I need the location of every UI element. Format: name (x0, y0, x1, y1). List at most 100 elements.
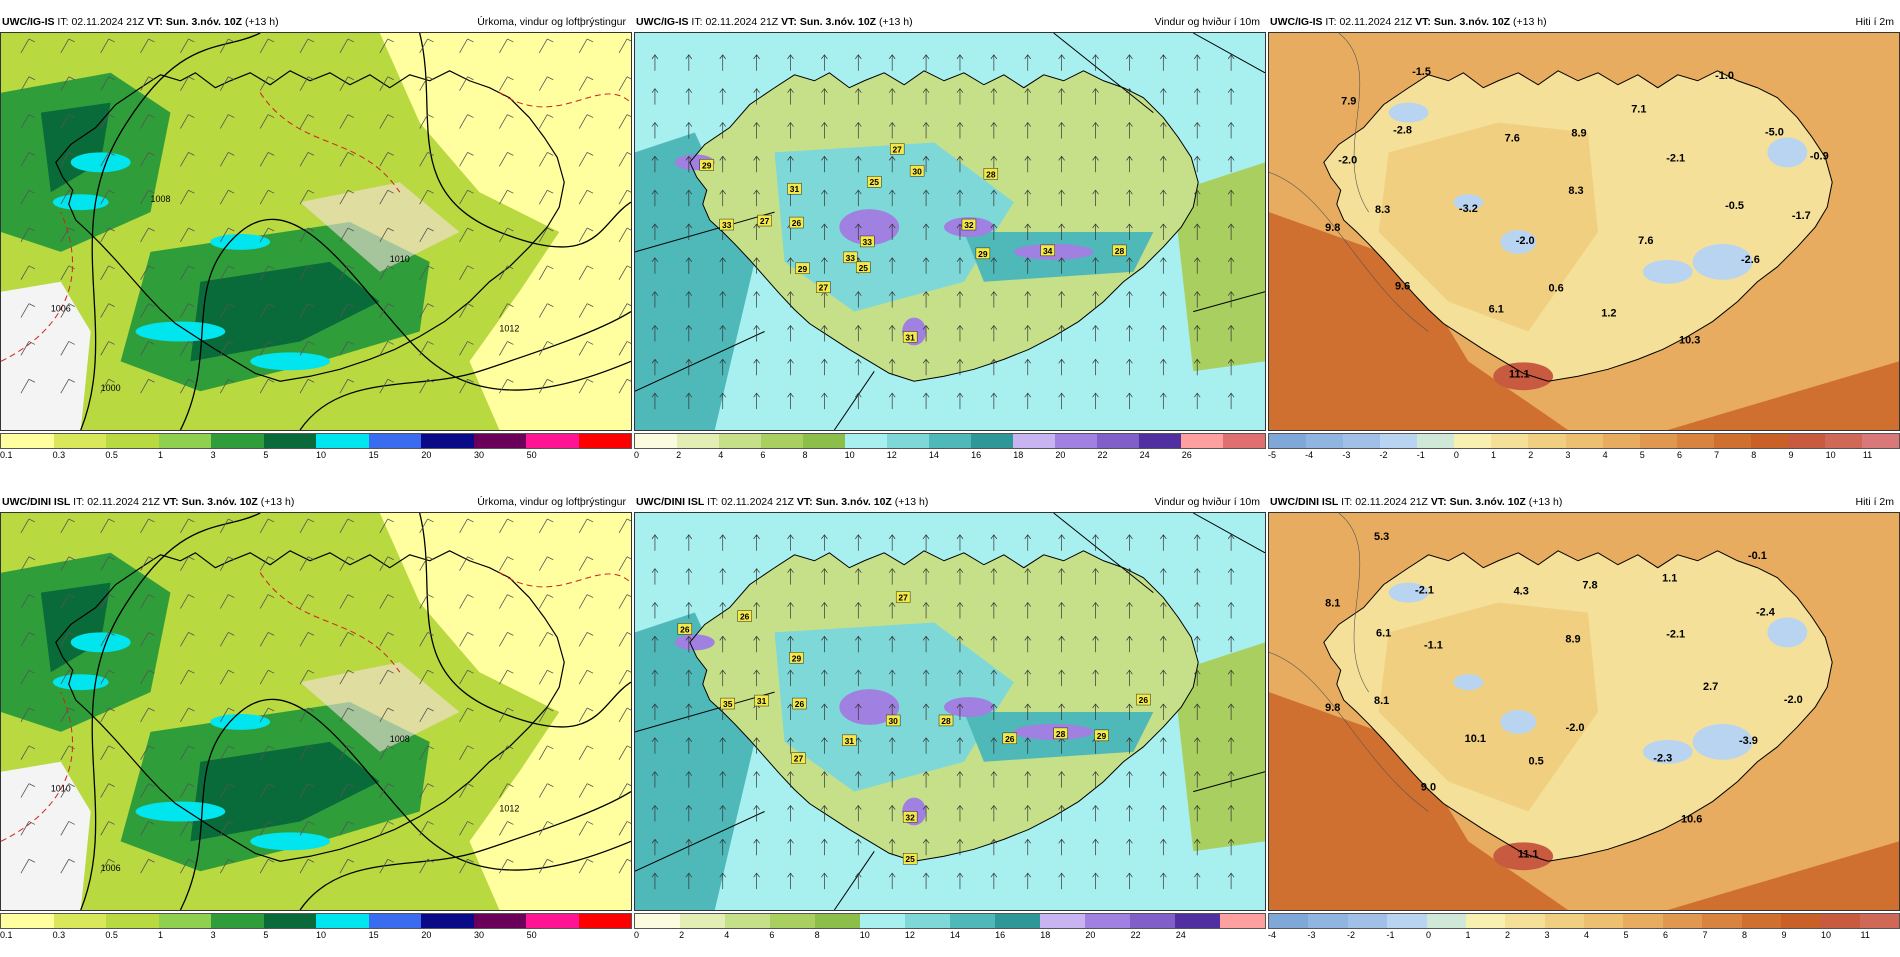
colorbar: 0 2 4 6 8 10 12 14 16 18 20 22 24 26 (634, 433, 1266, 463)
forecast-map: 27 26 26 29 35 31 26 30 28 26 31 26 28 29 27 32 25 (634, 512, 1266, 911)
gust-label: 26 (789, 216, 804, 229)
colorbar-tick-label: 22 (1130, 930, 1141, 940)
svg-text:28: 28 (1115, 246, 1125, 256)
svg-text:33: 33 (722, 220, 732, 230)
isobar-label: 1006 (51, 304, 71, 314)
vt-value: Sun. 3.nóv. 10Z (165, 16, 243, 28)
colorbar-ticks: -4-3-2-10123456789101112 (1268, 930, 1900, 942)
colorbar-tick-label: 18 (1013, 450, 1024, 460)
product-title: Vindur og hviður í 10m (1154, 496, 1260, 508)
colorbar-swatch (677, 434, 719, 448)
it-value: 02.11.2024 21Z (721, 496, 794, 508)
lead-time: (+13 h) (1513, 16, 1547, 28)
lead-time: (+13 h) (260, 496, 295, 508)
colorbar-tick-label: 30 (474, 450, 485, 460)
model-name: UWC/IG-IS (636, 16, 689, 28)
vt-value: Sun. 3.nóv. 10Z (181, 496, 258, 508)
vt-value: Sun. 3.nóv. 10Z (1449, 496, 1526, 508)
colorbar-tick-label: 1 (158, 930, 164, 940)
colorbar-swatch (1139, 434, 1181, 448)
isobar-label: 1008 (390, 734, 410, 744)
forecast-map: 1012 1010 1008 1006 (0, 512, 632, 911)
gust-label: 27 (889, 143, 905, 155)
colorbar-swatch (761, 434, 803, 448)
temp-label: -5.0 (1765, 126, 1784, 138)
vt-label: VT: (781, 16, 797, 28)
temp-label: 7.6 (1505, 132, 1520, 144)
colorbar-swatch (263, 914, 316, 928)
forecast-map: 29 27 30 28 25 31 26 27 33 32 33 33 29 34 28 29 27 25 31 (634, 32, 1266, 431)
vt-label: VT: (162, 496, 179, 508)
temp-label: -1.0 (1715, 70, 1734, 82)
colorbar: 0.1 0.3 0.5 1 3 5 10 15 20 30 50 (0, 433, 632, 463)
gust-label: 29 (1094, 729, 1109, 742)
it-label: IT: (1325, 16, 1337, 28)
colorbar-swatches (0, 433, 632, 449)
svg-text:33: 33 (846, 253, 856, 263)
colorbar-swatch (803, 434, 845, 448)
colorbar-swatch (887, 434, 929, 448)
gust-label: 30 (886, 714, 901, 727)
colorbar-tick-label: 20 (421, 450, 432, 460)
colorbar-swatch (1602, 434, 1640, 448)
colorbar-swatch (1565, 434, 1603, 448)
colorbar-tick-label: 26 (1181, 450, 1192, 460)
colorbar-swatch (1780, 914, 1821, 928)
colorbar-tick-label: 11 (1862, 450, 1873, 460)
colorbar-tick-label: 11 (1860, 930, 1870, 940)
colorbar-tick-label: 1 (158, 450, 164, 460)
colorbar-tick-label: 10 (859, 930, 870, 940)
colorbar-swatch (1639, 434, 1677, 448)
svg-text:35: 35 (723, 699, 733, 709)
temp-label: 1.2 (1601, 308, 1616, 320)
panel-igis-wind: UWC/IG-IS IT: 02.11.2024 21Z VT: Sun. 3.… (634, 14, 1266, 477)
gust-label: 26 (1136, 693, 1151, 706)
colorbar: -4-3-2-10123456789101112 (1268, 913, 1900, 943)
it-label: IT: (691, 16, 703, 28)
temp-label: 8.9 (1565, 633, 1580, 645)
colorbar-tick-label: 2 (679, 930, 685, 940)
temp-label: 9.8 (1325, 222, 1340, 234)
colorbar-swatch (1662, 914, 1703, 928)
temp-label: 11.1 (1509, 368, 1530, 380)
colorbar-tick-label: 2 (1528, 450, 1534, 460)
temp-label: -0.9 (1810, 150, 1829, 162)
colorbar-tick-label: 0.1 (0, 450, 13, 460)
it-value: 02.11.2024 21Z (705, 16, 779, 28)
svg-text:27: 27 (898, 593, 908, 603)
svg-text:28: 28 (986, 169, 996, 179)
gust-label: 31 (902, 331, 918, 343)
colorbar-swatch (1055, 434, 1097, 448)
colorbar-tick-label: 6 (760, 450, 766, 460)
temp-label: -2.1 (1415, 585, 1434, 597)
it-value: 02.11.2024 21Z (71, 16, 145, 28)
colorbar-tick-label: 4 (1602, 450, 1608, 460)
colorbar-swatch (1130, 914, 1175, 928)
colorbar-swatch (1824, 434, 1862, 448)
colorbar-tick-label: -2 (1347, 930, 1356, 940)
map-canvas: 29 27 30 28 25 31 26 27 33 32 33 33 29 34 28 29 27 25 31 (635, 33, 1265, 430)
model-name: UWC/DINI ISL (1270, 496, 1339, 508)
temp-label: -1.5 (1412, 66, 1431, 78)
colorbar-tick-label: 1 (1491, 450, 1497, 460)
gust-label: 27 (816, 281, 831, 293)
colorbar-tick-label: 10 (844, 450, 855, 460)
it-value: 02.11.2024 21Z (1355, 496, 1428, 508)
temp-label: 0.6 (1548, 283, 1563, 295)
colorbar-swatch (421, 914, 474, 928)
colorbar-tick-label: 5 (263, 930, 269, 940)
gust-label: 28 (938, 714, 954, 727)
svg-text:31: 31 (845, 736, 855, 746)
colorbar-swatch (635, 914, 680, 928)
temp-label: -3.2 (1459, 203, 1478, 215)
colorbar-swatch (1085, 914, 1130, 928)
temp-label: 6.1 (1376, 627, 1391, 639)
svg-text:26: 26 (792, 218, 802, 228)
svg-text:27: 27 (892, 144, 902, 154)
svg-text:30: 30 (888, 716, 898, 726)
colorbar-swatch (1175, 914, 1220, 928)
colorbar-swatch (1223, 434, 1265, 448)
svg-text:32: 32 (905, 812, 915, 822)
svg-text:26: 26 (1005, 734, 1015, 744)
temp-label: 8.1 (1325, 598, 1340, 610)
